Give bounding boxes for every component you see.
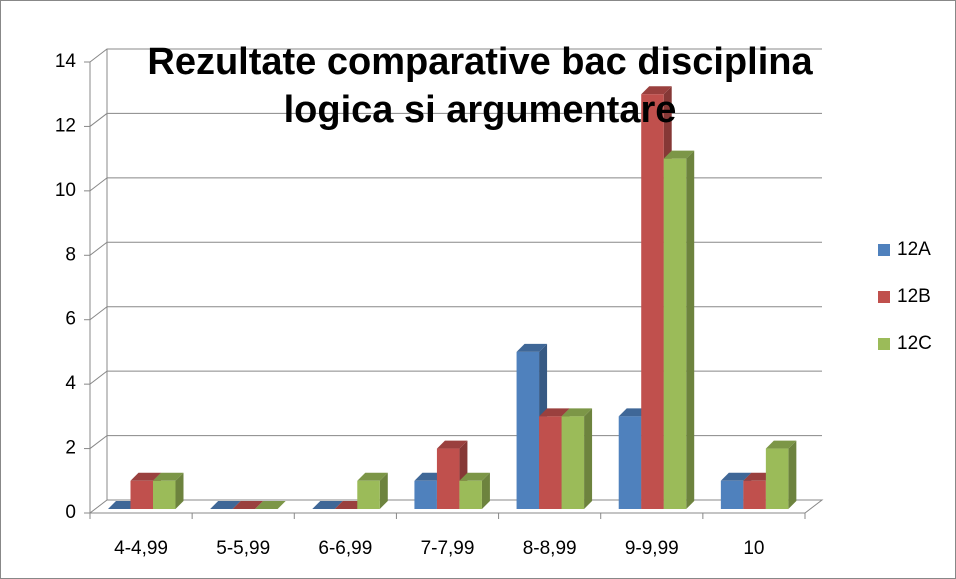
bar-front (663, 158, 687, 509)
grid-line (89, 370, 822, 385)
bar-front (516, 351, 540, 509)
bar-top (561, 408, 593, 417)
bar-top (312, 501, 343, 509)
legend-swatch (878, 338, 890, 350)
bar-side (175, 472, 184, 509)
grid-line (89, 306, 822, 321)
bar-front (561, 416, 585, 509)
bar-side (788, 440, 797, 509)
bar-top (130, 472, 161, 481)
y-tick-label: 2 (65, 438, 76, 459)
grid-line (89, 48, 822, 63)
bar-front (357, 480, 380, 509)
y-tick-label: 0 (65, 502, 76, 523)
bar-top (641, 86, 672, 95)
bar-front (414, 480, 437, 509)
bar (312, 501, 343, 509)
bar (357, 472, 388, 509)
chart-title: Rezultate comparative bac disciplina log… (147, 41, 813, 131)
bar-top (153, 472, 184, 481)
bar (663, 150, 695, 509)
floor (88, 499, 824, 514)
bar-front (436, 448, 460, 509)
bar (561, 408, 593, 509)
bar (153, 472, 184, 509)
bar (765, 440, 797, 509)
grid-line (89, 112, 822, 127)
y-tick-label: 14 (55, 51, 77, 72)
y-tick-label: 8 (65, 244, 76, 265)
bar-front (153, 480, 176, 509)
bar-side (481, 472, 490, 509)
bar-top (232, 501, 264, 509)
bar-side (686, 150, 695, 509)
bar-top (357, 472, 388, 481)
y-tick-label: 10 (55, 180, 76, 201)
legend-swatch (878, 244, 890, 256)
bar-front (641, 94, 664, 509)
grid-line (89, 177, 822, 192)
legend-label: 12B (897, 286, 931, 307)
y-tick-label: 4 (65, 373, 76, 394)
bar-top (539, 408, 570, 417)
x-tick-label: 7-7,99 (421, 538, 475, 559)
bar-side (379, 472, 388, 509)
legend-swatch (878, 291, 890, 303)
bar-front (743, 480, 766, 509)
bar-top (720, 472, 752, 481)
x-tick-label: 6-6,99 (318, 538, 372, 559)
bar-top (765, 440, 797, 449)
grid-line (89, 241, 822, 256)
legend-label: 12A (897, 239, 931, 260)
bar-front (720, 480, 744, 509)
bar-top (436, 440, 468, 449)
x-tick-label: 4-4,99 (114, 538, 168, 559)
x-tick-label: 10 (743, 538, 764, 559)
x-tick-label: 9-9,99 (625, 538, 679, 559)
x-tick-label: 8-8,99 (523, 538, 577, 559)
bar-top (516, 343, 548, 352)
bar-top (255, 501, 286, 509)
x-tick-label: 5-5,99 (216, 538, 270, 559)
bar (210, 501, 241, 509)
bar-side (584, 408, 593, 509)
bar (232, 501, 264, 509)
bar-front (539, 416, 562, 509)
legend-label: 12C (897, 333, 932, 354)
bar (255, 501, 286, 509)
y-tick-label: 12 (55, 115, 76, 136)
bar-front (459, 480, 482, 509)
bar (459, 472, 490, 509)
bar-top (663, 150, 695, 159)
bar-top (210, 501, 241, 509)
bar-front (130, 480, 153, 509)
bar-front (765, 448, 789, 509)
bar-top (459, 472, 490, 481)
y-tick-label: 6 (65, 309, 76, 330)
bar-front (618, 416, 642, 509)
